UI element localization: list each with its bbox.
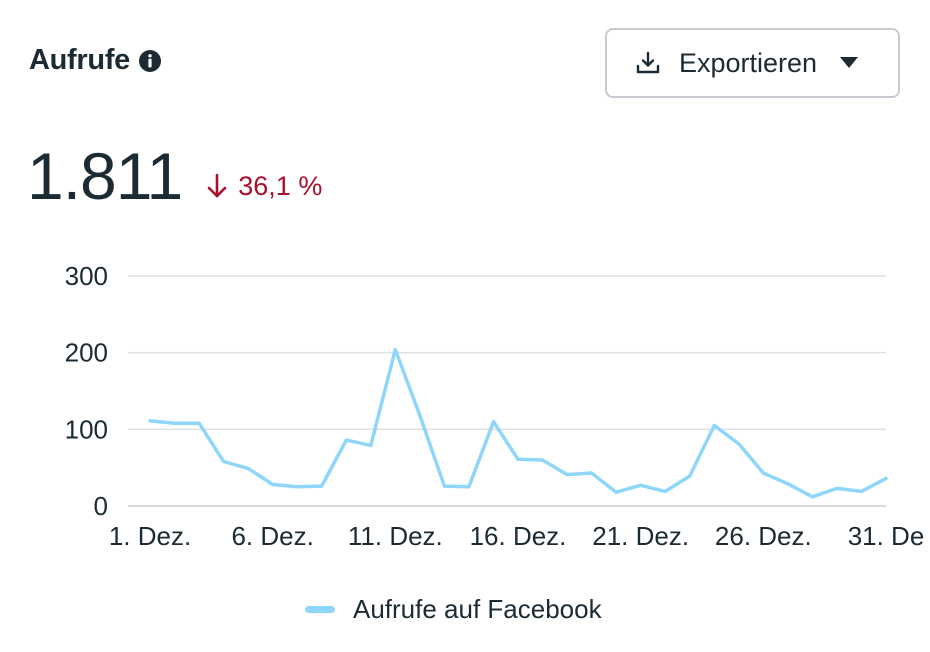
legend-label: Aufrufe auf Facebook (353, 594, 602, 624)
data-point (197, 421, 201, 425)
data-point (148, 419, 152, 423)
data-point (590, 471, 594, 475)
y-tick-label: 300 (65, 261, 108, 291)
x-tick-label: 31. De (848, 521, 925, 551)
data-point (540, 458, 545, 462)
y-tick-label: 100 (65, 414, 108, 444)
data-point (418, 413, 422, 418)
chart-header: Aufrufe (29, 44, 162, 77)
data-point (393, 348, 397, 352)
data-point (295, 485, 299, 489)
chart-legend: Aufrufe auf Facebook (305, 594, 602, 625)
data-point (663, 489, 667, 494)
data-point (222, 459, 226, 464)
arrow-down-icon (206, 173, 228, 199)
export-button[interactable]: Exportieren (605, 28, 900, 98)
x-tick-label: 11. Dez. (348, 521, 443, 551)
data-point (369, 443, 373, 448)
data-point (614, 490, 618, 494)
data-point (712, 423, 716, 428)
data-point (859, 489, 864, 494)
chart-title: Aufrufe (29, 44, 131, 76)
data-point (246, 466, 250, 471)
x-tick-label: 26. Dez. (715, 521, 812, 551)
kpi: 1.811 36,1 % (27, 138, 322, 214)
data-point (810, 495, 815, 499)
data-point (761, 471, 765, 475)
x-tick-label: 21. Dez. (592, 521, 689, 551)
download-icon (635, 50, 661, 76)
data-point (884, 476, 888, 480)
kpi-change: 36,1 % (206, 171, 322, 202)
data-point (565, 472, 569, 477)
line-chart: 0 100 200 300 1. Dez. 6. Dez. 11. Dez. 16. Dez.… (65, 261, 925, 551)
data-point (688, 474, 692, 478)
y-tick-label: 0 (94, 491, 108, 521)
caret-down-icon (839, 56, 859, 70)
data-point (172, 421, 177, 425)
data-point (516, 457, 520, 461)
x-tick-label: 16. Dez. (470, 521, 567, 551)
x-tick-label: 6. Dez. (231, 521, 313, 551)
data-point (835, 486, 839, 490)
data-point (271, 482, 275, 487)
info-icon[interactable] (138, 49, 162, 73)
series-line (148, 347, 888, 499)
kpi-value: 1.811 (27, 139, 183, 213)
data-point (737, 442, 741, 446)
data-point (467, 485, 471, 489)
y-tick-label: 200 (65, 338, 108, 368)
data-point (320, 484, 324, 488)
data-point (639, 483, 643, 487)
legend-swatch (305, 606, 335, 613)
data-point (786, 482, 790, 486)
data-point (344, 438, 348, 442)
kpi-change-percent: 36,1 % (238, 170, 323, 201)
data-point (491, 420, 496, 424)
export-button-label: Exportieren (679, 47, 818, 78)
data-point (442, 484, 446, 488)
x-tick-label: 1. Dez. (109, 521, 191, 551)
